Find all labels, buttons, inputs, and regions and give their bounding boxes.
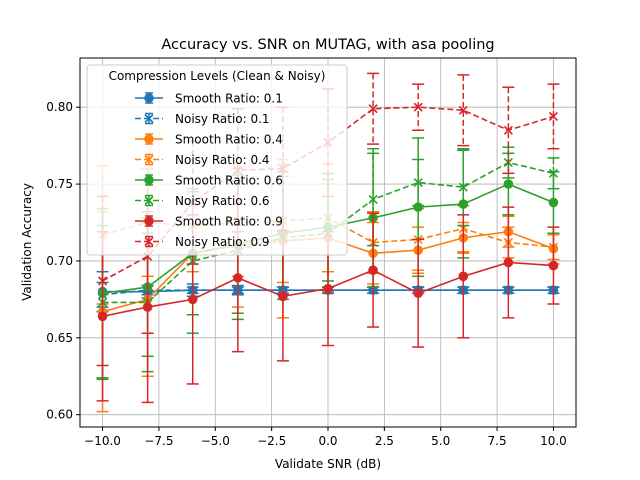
legend-entry: Smooth Ratio: 0.9 bbox=[135, 215, 283, 229]
x-marker-stroke bbox=[458, 182, 468, 192]
data-point bbox=[278, 291, 288, 302]
legend-label: Smooth Ratio: 0.9 bbox=[175, 215, 283, 229]
legend-entries: Smooth Ratio: 0.1 Noisy Ratio: 0.1 Smooth … bbox=[135, 92, 283, 249]
x-marker-stroke bbox=[144, 195, 154, 206]
error-bar bbox=[367, 72, 380, 145]
data-point bbox=[368, 265, 378, 275]
data-point bbox=[413, 102, 423, 112]
data-point bbox=[413, 177, 423, 188]
legend-box bbox=[86, 64, 348, 256]
legend-marker bbox=[144, 113, 154, 124]
error-bar bbox=[457, 74, 470, 147]
legend-label: Smooth Ratio: 0.1 bbox=[175, 92, 283, 106]
data-point bbox=[187, 294, 198, 305]
x-marker-stroke bbox=[97, 276, 108, 286]
legend-entry: Smooth Ratio: 0.1 bbox=[135, 92, 283, 106]
x-marker-stroke bbox=[458, 105, 468, 115]
legend-label: Noisy Ratio: 0.4 bbox=[175, 153, 270, 167]
legend-label: Smooth Ratio: 0.6 bbox=[175, 174, 283, 188]
x-marker-stroke bbox=[144, 236, 154, 247]
legend-entry: Noisy Ratio: 0.9 bbox=[135, 235, 270, 249]
y-tick-label: 0.65 bbox=[46, 331, 73, 345]
legend-entry: Smooth Ratio: 0.6 bbox=[135, 174, 283, 188]
y-tick-label: 0.70 bbox=[46, 254, 73, 268]
data-point bbox=[413, 202, 423, 212]
data-point bbox=[503, 125, 513, 135]
y-axis: 0.60 0.65 0.70 0.75 0.80 bbox=[46, 100, 80, 422]
y-tick-label: 0.60 bbox=[46, 408, 73, 422]
legend-marker bbox=[144, 195, 154, 206]
data-point bbox=[368, 194, 378, 205]
x-tick-label: 2.5 bbox=[375, 434, 394, 448]
legend-marker bbox=[144, 236, 154, 247]
y-tick-label: 0.80 bbox=[46, 100, 73, 114]
legend-entry: Noisy Ratio: 0.6 bbox=[135, 194, 270, 208]
legend-entry: Noisy Ratio: 0.4 bbox=[135, 153, 270, 167]
legend-label: Noisy Ratio: 0.1 bbox=[175, 112, 270, 126]
legend-entry: Smooth Ratio: 0.4 bbox=[135, 133, 283, 147]
data-point bbox=[548, 197, 559, 208]
legend-marker bbox=[144, 93, 154, 103]
x-axis: −10.0 −7.5 −5.0 −2.5 0.0 2.5 5.0 7.5 10.0 bbox=[84, 427, 567, 448]
x-marker-stroke bbox=[144, 113, 154, 124]
x-marker-stroke bbox=[413, 102, 423, 112]
x-marker-stroke bbox=[368, 104, 378, 114]
x-marker-stroke bbox=[368, 194, 378, 205]
legend-label: Noisy Ratio: 0.6 bbox=[175, 194, 270, 208]
legend-marker bbox=[144, 154, 154, 165]
error-bar bbox=[502, 86, 515, 175]
error-bar bbox=[547, 157, 560, 190]
x-marker-stroke bbox=[548, 168, 559, 178]
data-point bbox=[323, 283, 333, 294]
x-marker-stroke bbox=[548, 111, 559, 121]
x-tick-label: 0.0 bbox=[318, 434, 337, 448]
data-point bbox=[458, 105, 468, 115]
legend-label: Noisy Ratio: 0.9 bbox=[175, 235, 270, 249]
x-tick-label: −5.0 bbox=[201, 434, 230, 448]
data-point bbox=[458, 271, 469, 282]
x-marker-stroke bbox=[503, 125, 513, 135]
legend-entry: Noisy Ratio: 0.1 bbox=[135, 112, 270, 126]
data-point bbox=[97, 276, 108, 286]
y-axis-label: Validation Accuracy bbox=[20, 183, 34, 301]
legend-marker bbox=[144, 134, 154, 144]
data-point bbox=[503, 257, 514, 268]
data-point bbox=[233, 273, 243, 283]
legend-title: Compression Levels (Clean & Noisy) bbox=[109, 69, 326, 83]
chart-title: Accuracy vs. SNR on MUTAG, with asa pool… bbox=[161, 37, 494, 53]
legend-marker bbox=[144, 175, 154, 185]
x-marker-stroke bbox=[144, 154, 154, 165]
x-tick-label: −7.5 bbox=[144, 434, 173, 448]
x-axis-label: Validate SNR (dB) bbox=[275, 457, 381, 471]
x-marker-stroke bbox=[413, 177, 423, 188]
legend-label: Smooth Ratio: 0.4 bbox=[175, 133, 283, 147]
y-tick-label: 0.75 bbox=[46, 177, 73, 191]
legend-marker bbox=[144, 216, 154, 226]
data-point bbox=[548, 168, 559, 178]
data-point bbox=[548, 111, 559, 121]
x-tick-label: 10.0 bbox=[540, 434, 567, 448]
data-point bbox=[548, 260, 559, 271]
data-point bbox=[368, 104, 378, 114]
data-point bbox=[503, 179, 514, 189]
legend: Compression Levels (Clean & Noisy) Smoot… bbox=[86, 64, 348, 256]
data-point bbox=[458, 182, 468, 192]
x-tick-label: 7.5 bbox=[488, 434, 507, 448]
x-tick-label: −2.5 bbox=[257, 434, 286, 448]
data-point bbox=[413, 288, 423, 299]
x-tick-label: −10.0 bbox=[84, 434, 121, 448]
x-tick-label: 5.0 bbox=[431, 434, 450, 448]
